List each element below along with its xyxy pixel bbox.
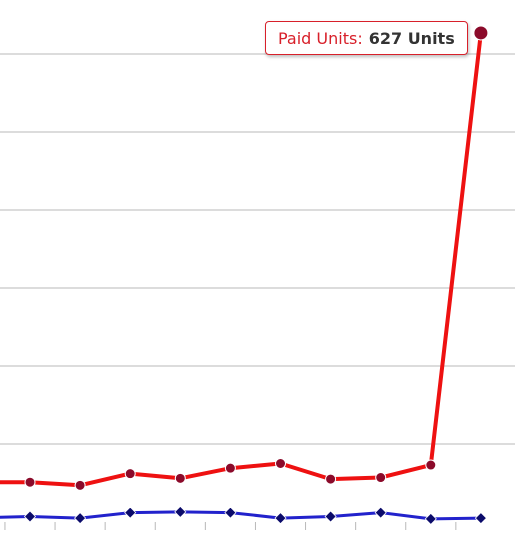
grid-lines xyxy=(0,53,515,445)
data-tooltip: Paid Units: 627 Units xyxy=(265,21,468,55)
series-line xyxy=(0,510,483,521)
x-axis-ticks xyxy=(4,522,457,530)
series-markers xyxy=(23,25,489,525)
data-point xyxy=(174,505,187,518)
series-line xyxy=(0,30,483,488)
data-point xyxy=(124,468,136,480)
data-point xyxy=(23,510,37,523)
data-point xyxy=(174,472,186,484)
data-point xyxy=(74,512,87,525)
data-point xyxy=(24,476,36,488)
data-point xyxy=(224,462,236,474)
series-lines xyxy=(0,30,483,521)
data-point xyxy=(473,25,489,41)
data-point xyxy=(425,459,437,471)
data-point xyxy=(124,506,137,519)
data-point xyxy=(325,473,337,485)
data-point xyxy=(74,479,86,491)
data-point xyxy=(374,506,387,519)
tooltip-value: 627 Units xyxy=(368,28,455,48)
data-point xyxy=(324,510,337,523)
data-point xyxy=(375,472,387,484)
tooltip-label: Paid Units: xyxy=(278,28,363,48)
data-point xyxy=(424,512,437,525)
data-point xyxy=(274,512,287,525)
data-point xyxy=(224,506,237,519)
data-point xyxy=(474,512,487,525)
data-point xyxy=(275,458,286,469)
